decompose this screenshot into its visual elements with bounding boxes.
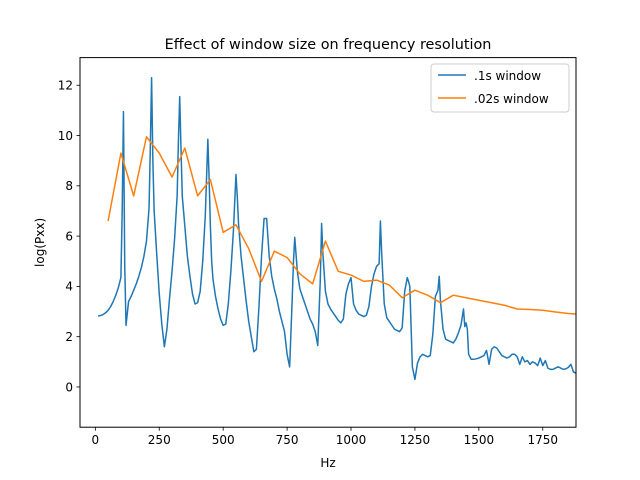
series-line-2 xyxy=(107,136,576,315)
x-tick-label: 750 xyxy=(276,433,299,447)
legend: .1s window .02s window xyxy=(430,63,570,113)
y-tick-label: 10 xyxy=(58,129,73,143)
x-axis: 0 250 500 750 1000 1250 1500 1750 xyxy=(92,427,558,447)
legend-box xyxy=(430,63,570,113)
x-tick-label: 1500 xyxy=(464,433,495,447)
x-tick-label: 1750 xyxy=(527,433,558,447)
series-line-1 xyxy=(97,76,576,381)
x-tick-label: 250 xyxy=(148,433,171,447)
chart-title: Effect of window size on frequency resol… xyxy=(165,37,492,53)
y-tick-label: 4 xyxy=(65,280,73,294)
y-tick-label: 2 xyxy=(65,330,73,344)
x-tick-label: 1000 xyxy=(336,433,367,447)
axes-frame xyxy=(79,57,577,428)
y-axis: 0 2 4 6 8 10 12 xyxy=(58,79,80,394)
legend-label-series-1: .1s window xyxy=(474,69,541,83)
y-tick-label: 0 xyxy=(65,380,73,394)
y-tick-label: 8 xyxy=(65,179,73,193)
x-tick-label: 1250 xyxy=(400,433,431,447)
y-tick-label: 6 xyxy=(65,229,73,243)
x-axis-label: Hz xyxy=(320,456,335,470)
legend-label-series-2: .02s window xyxy=(474,92,549,106)
y-axis-label: log(Pxx) xyxy=(33,218,47,267)
x-tick-label: 0 xyxy=(92,433,100,447)
y-tick-label: 12 xyxy=(58,79,73,93)
x-tick-label: 500 xyxy=(212,433,235,447)
plot-area xyxy=(97,76,576,381)
